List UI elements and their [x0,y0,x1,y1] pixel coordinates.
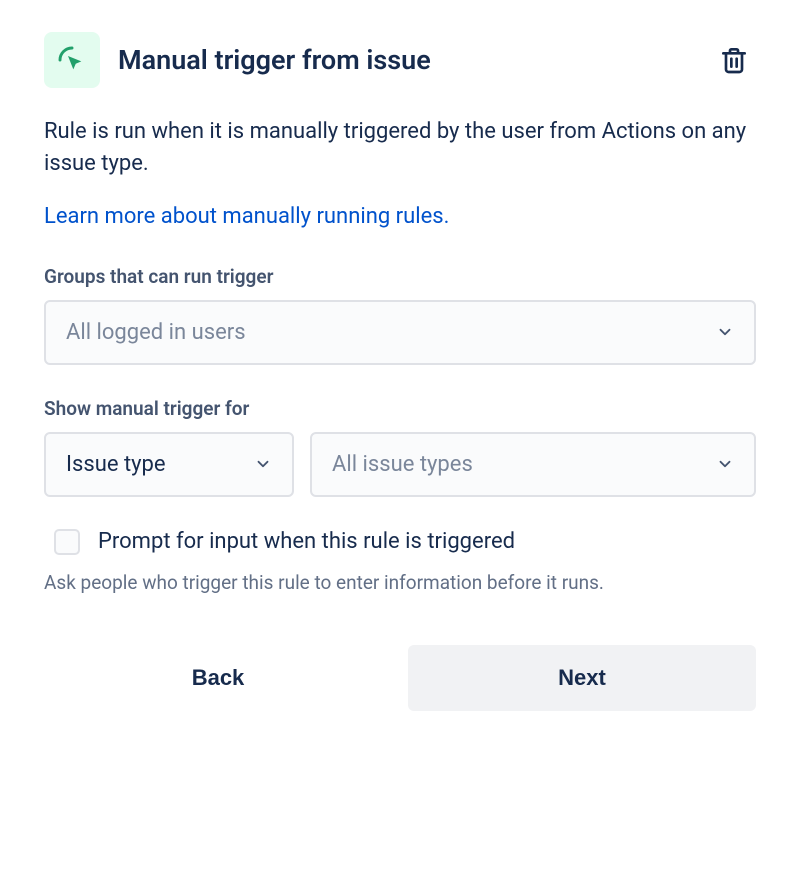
show-for-type-select[interactable]: Issue type [44,432,294,497]
show-for-scope-select[interactable]: All issue types [310,432,756,497]
prompt-input-helper: Ask people who trigger this rule to ente… [44,569,756,598]
groups-select[interactable]: All logged in users [44,300,756,365]
show-for-field-label: Show manual trigger for [44,397,756,420]
prompt-input-label: Prompt for input when this rule is trigg… [98,529,515,554]
page-title: Manual trigger from issue [118,44,694,76]
groups-field-label: Groups that can run trigger [44,265,756,288]
next-button[interactable]: Next [408,645,756,711]
trash-icon [718,44,750,76]
show-for-scope-value: All issue types [332,452,473,477]
prompt-input-checkbox[interactable] [54,529,80,555]
chevron-down-icon [254,455,272,473]
chevron-down-icon [716,323,734,341]
trigger-icon-box [44,32,100,88]
back-button[interactable]: Back [44,645,392,711]
groups-select-value: All logged in users [66,320,246,345]
cursor-click-icon [56,44,88,76]
show-for-type-value: Issue type [66,452,166,477]
learn-more-link[interactable]: Learn more about manually running rules. [44,204,449,229]
chevron-down-icon [716,455,734,473]
trigger-description: Rule is run when it is manually triggere… [44,116,756,180]
delete-button[interactable] [712,38,756,82]
